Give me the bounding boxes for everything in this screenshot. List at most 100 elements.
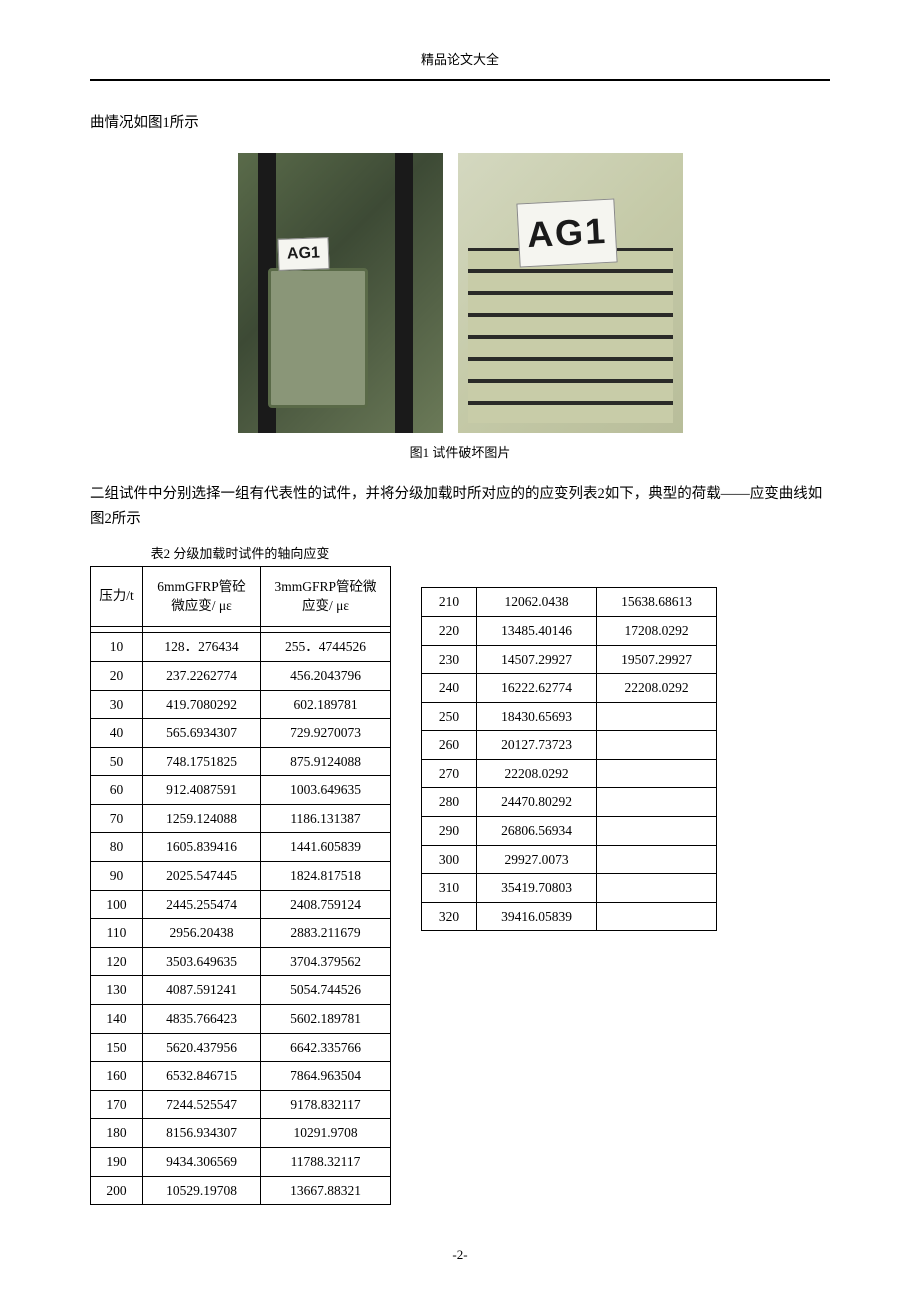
table-row: 1606532.8467157864.963504 (91, 1062, 391, 1091)
table-cell: 290 (422, 817, 477, 846)
table-cell (597, 845, 717, 874)
table-cell: 50 (91, 747, 143, 776)
table-cell: 1259.124088 (143, 804, 261, 833)
table-cell: 2956.20438 (143, 919, 261, 948)
table-header-row: 压力/t 6mmGFRP管砼微应变/ με 3mmGFRP管砼微应变/ με (91, 567, 391, 627)
tables-container: 压力/t 6mmGFRP管砼微应变/ με 3mmGFRP管砼微应变/ με 1… (90, 566, 830, 1205)
table-cell: 10 (91, 633, 143, 662)
table-row: 30419.7080292602.189781 (91, 690, 391, 719)
table-cell: 150 (91, 1033, 143, 1062)
table-cell: 4835.766423 (143, 1005, 261, 1034)
table-cell: 128．276434 (143, 633, 261, 662)
table-cell: 24470.80292 (477, 788, 597, 817)
photo-label-1: AG1 (277, 238, 329, 271)
table-cell: 748.1751825 (143, 747, 261, 776)
table-row: 1304087.5912415054.744526 (91, 976, 391, 1005)
table-row: 31035419.70803 (422, 874, 717, 903)
table-row: 22013485.4014617208.0292 (422, 616, 717, 645)
table-cell: 16222.62774 (477, 674, 597, 703)
table-cell: 10291.9708 (261, 1119, 391, 1148)
table-cell: 40 (91, 719, 143, 748)
table-cell (597, 817, 717, 846)
table-cell: 14507.29927 (477, 645, 597, 674)
table-cell: 20127.73723 (477, 731, 597, 760)
table-cell: 110 (91, 919, 143, 948)
table-row: 21012062.043815638.68613 (422, 588, 717, 617)
table-cell (597, 788, 717, 817)
table-cell: 565.6934307 (143, 719, 261, 748)
table-cell: 1003.649635 (261, 776, 391, 805)
table-cell: 1186.131387 (261, 804, 391, 833)
photo-bar-right (395, 153, 413, 433)
table-cell: 13485.40146 (477, 616, 597, 645)
table-row: 20237.2262774456.2043796 (91, 661, 391, 690)
table-cell: 4087.591241 (143, 976, 261, 1005)
table-row: 1505620.4379566642.335766 (91, 1033, 391, 1062)
table-cell: 1824.817518 (261, 862, 391, 891)
table-row: 1808156.93430710291.9708 (91, 1119, 391, 1148)
table-cell: 180 (91, 1119, 143, 1148)
table-cell: 120 (91, 947, 143, 976)
table-cell: 90 (91, 862, 143, 891)
table-cell (597, 731, 717, 760)
table-row: 28024470.80292 (422, 788, 717, 817)
table-cell: 220 (422, 616, 477, 645)
table-cell: 13667.88321 (261, 1176, 391, 1205)
table-row: 1909434.30656911788.32117 (91, 1148, 391, 1177)
table-row: 60912.40875911003.649635 (91, 776, 391, 805)
table-cell: 602.189781 (261, 690, 391, 719)
table-cell: 3503.649635 (143, 947, 261, 976)
table-row: 701259.1240881186.131387 (91, 804, 391, 833)
table-row: 23014507.2992719507.29927 (422, 645, 717, 674)
table-cell (597, 874, 717, 903)
header-divider (90, 79, 830, 81)
photo-specimen-closeup: AG1 (458, 153, 683, 433)
table-cell: 35419.70803 (477, 874, 597, 903)
table-row: 1404835.7664235602.189781 (91, 1005, 391, 1034)
table-cell: 17208.0292 (597, 616, 717, 645)
table-cell: 10529.19708 (143, 1176, 261, 1205)
table-cell: 912.4087591 (143, 776, 261, 805)
table-row: 902025.5474451824.817518 (91, 862, 391, 891)
table-cell: 5054.744526 (261, 976, 391, 1005)
table-cell: 30 (91, 690, 143, 719)
table-header-pressure: 压力/t (91, 567, 143, 627)
table-cell (597, 702, 717, 731)
table-cell: 255．4744526 (261, 633, 391, 662)
figure-caption: 图1 试件破坏图片 (90, 443, 830, 464)
table-cell: 320 (422, 902, 477, 931)
page-header: 精品论文大全 (90, 50, 830, 79)
table-cell: 19507.29927 (597, 645, 717, 674)
table-header-3mm: 3mmGFRP管砼微应变/ με (261, 567, 391, 627)
table-cell: 160 (91, 1062, 143, 1091)
table-cell: 20 (91, 661, 143, 690)
table-strain-data-1: 压力/t 6mmGFRP管砼微应变/ με 3mmGFRP管砼微应变/ με 1… (90, 566, 391, 1205)
table-cell: 140 (91, 1005, 143, 1034)
table-cell: 200 (91, 1176, 143, 1205)
table-cell: 29927.0073 (477, 845, 597, 874)
table-row: 25018430.65693 (422, 702, 717, 731)
table-cell: 6642.335766 (261, 1033, 391, 1062)
table-cell: 8156.934307 (143, 1119, 261, 1148)
table-cell: 12062.0438 (477, 588, 597, 617)
table-cell: 875.9124088 (261, 747, 391, 776)
table-cell: 9178.832117 (261, 1090, 391, 1119)
table-cell: 18430.65693 (477, 702, 597, 731)
table-cell: 1441.605839 (261, 833, 391, 862)
table-cell: 2445.255474 (143, 890, 261, 919)
table-cell: 11788.32117 (261, 1148, 391, 1177)
table-header-6mm: 6mmGFRP管砼微应变/ με (143, 567, 261, 627)
table-cell: 6532.846715 (143, 1062, 261, 1091)
table-cell: 456.2043796 (261, 661, 391, 690)
table-row: 27022208.0292 (422, 759, 717, 788)
table-row: 1203503.6496353704.379562 (91, 947, 391, 976)
table-cell: 7864.963504 (261, 1062, 391, 1091)
table-cell: 260 (422, 731, 477, 760)
table-cell: 22208.0292 (477, 759, 597, 788)
photo-specimen (268, 268, 368, 408)
table-cell: 100 (91, 890, 143, 919)
table-row: 10128．276434255．4744526 (91, 633, 391, 662)
table-cell: 130 (91, 976, 143, 1005)
table-row: 1102956.204382883.211679 (91, 919, 391, 948)
table-cell: 5602.189781 (261, 1005, 391, 1034)
